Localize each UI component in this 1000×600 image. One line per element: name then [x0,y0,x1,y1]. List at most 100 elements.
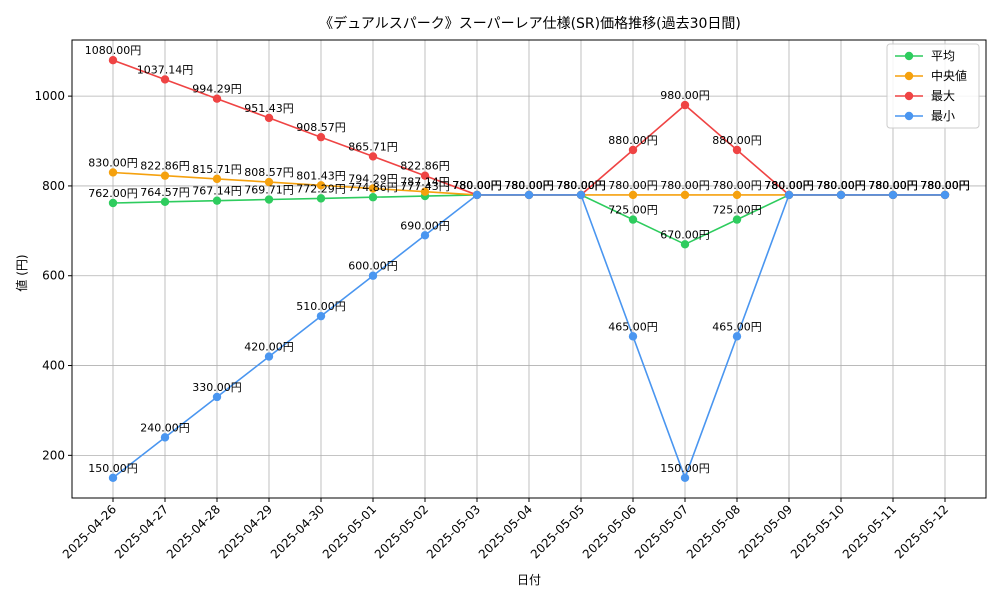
data-point [732,190,742,200]
data-label: 764.57円 [140,186,190,199]
data-point [628,332,638,341]
data-label: 725.00円 [712,204,762,217]
data-point [212,94,222,103]
data-label: 880.00円 [712,134,762,147]
data-point [628,190,638,200]
legend-item: 最大 [895,89,955,103]
data-point [264,195,274,204]
legend-label: 平均 [931,49,955,63]
data-label: 780.00円 [868,179,918,192]
data-point [264,113,274,123]
data-point [576,190,586,200]
data-point [472,190,482,200]
data-label: 780.00円 [764,179,814,192]
data-point [368,271,378,280]
data-label: 767.14円 [192,185,242,198]
data-label: 725.00円 [608,204,658,217]
data-label: 670.00円 [660,228,710,241]
data-point [888,190,898,200]
data-label: 780.00円 [764,179,814,192]
legend-box [886,43,980,129]
data-point [680,190,690,200]
data-label: 780.00円 [816,179,866,192]
legend-item: 最小 [895,109,955,123]
data-point [732,332,742,341]
data-point [732,215,742,224]
data-point [212,196,222,205]
y-tick-label: 200 [42,448,65,462]
y-axis-ticks: 200 400 600 800 1000 [34,89,72,462]
y-tick-label: 800 [42,179,65,193]
data-label: 908.57円 [296,121,346,134]
data-label: 780.00円 [764,179,814,192]
data-label: 780.00円 [868,179,918,192]
data-label: 808.57円 [244,166,294,179]
data-label: 865.71円 [348,140,398,153]
data-label: 780.00円 [452,179,502,192]
legend-label: 中央値 [931,68,967,83]
data-label: 150.00円 [88,462,138,475]
data-label: 780.00円 [868,179,918,192]
data-label: 150.00円 [660,462,710,475]
data-point [160,171,170,180]
data-label: 780.00円 [816,179,866,192]
data-labels: 762.00円 764.57円 767.14円 769.71円 772.29円 774.8… [85,44,970,475]
data-label: 780.00円 [920,179,970,192]
data-label: 980.00円 [660,89,710,102]
data-label: 780.00円 [504,179,554,192]
data-label: 780.00円 [556,179,606,192]
grid [72,40,986,498]
data-label: 420.00円 [244,341,294,354]
data-point [264,177,274,187]
data-point [420,231,430,240]
x-axis-title: 日付 [517,573,541,587]
data-label: 780.00円 [556,179,606,192]
data-label: 780.00円 [920,179,970,192]
data-label: 240.00円 [140,421,190,434]
data-label: 465.00円 [712,320,762,333]
data-label: 330.00円 [192,381,242,394]
data-label: 690.00円 [400,219,450,232]
data-label: 780.00円 [452,179,502,192]
data-label: 780.00円 [504,179,554,192]
data-label: 822.86円 [400,160,450,173]
data-point [212,392,222,402]
data-label: 465.00円 [608,320,658,333]
data-label: 780.00円 [608,179,658,192]
data-point [160,433,170,442]
data-point [368,152,378,161]
data-label: 762.00円 [88,187,138,200]
data-label: 780.00円 [452,179,502,192]
data-label: 772.29円 [296,182,346,195]
data-label: 780.00円 [504,179,554,192]
data-label: 780.00円 [920,179,970,192]
data-label: 510.00円 [296,300,346,313]
legend-label: 最小 [931,109,955,123]
series-lines [108,56,950,482]
data-point [680,473,690,482]
data-label: 780.00円 [504,179,554,192]
data-point [108,473,118,482]
data-label: 787.14円 [400,176,450,189]
legend-item: 中央値 [895,68,967,83]
data-label: 780.00円 [868,179,918,192]
data-label: 815.71円 [192,163,242,176]
data-point [940,190,950,200]
legend-marker [904,91,914,101]
data-point [316,194,326,203]
chart-title: 《デュアルスパーク》スーパーレア仕様(SR)価格推移(過去30日間) [319,15,741,32]
data-label: 777.43円 [400,180,450,193]
legend-item: 平均 [895,49,955,63]
data-label: 794.29円 [348,172,398,185]
data-label: 830.00円 [88,156,138,169]
legend-label: 最大 [931,89,955,103]
data-label: 1037.14円 [137,63,194,76]
data-label: 780.00円 [764,179,814,192]
data-point [784,190,794,200]
data-point [628,145,638,155]
legend-marker [904,51,914,61]
legend-marker [904,71,914,81]
data-point [108,168,118,177]
